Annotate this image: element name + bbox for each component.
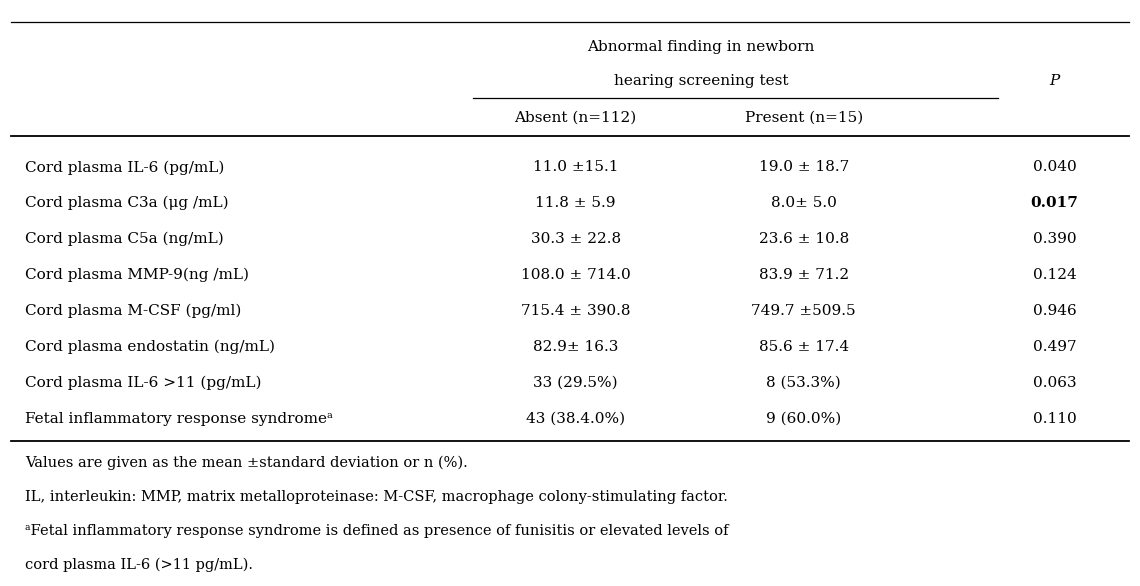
Text: 0.390: 0.390: [1033, 232, 1076, 246]
Text: 8 (53.3%): 8 (53.3%): [766, 376, 841, 390]
Text: 30.3 ± 22.8: 30.3 ± 22.8: [530, 232, 621, 246]
Text: Cord plasma endostatin (ng/mL): Cord plasma endostatin (ng/mL): [25, 340, 275, 354]
Text: 19.0 ± 18.7: 19.0 ± 18.7: [758, 161, 849, 175]
Text: 0.110: 0.110: [1033, 411, 1076, 425]
Text: Cord plasma C3a (μg /mL): Cord plasma C3a (μg /mL): [25, 196, 229, 210]
Text: Cord plasma M-CSF (pg/ml): Cord plasma M-CSF (pg/ml): [25, 304, 242, 318]
Text: Absent (n=112): Absent (n=112): [514, 110, 637, 124]
Text: Cord plasma MMP-9(ng /mL): Cord plasma MMP-9(ng /mL): [25, 268, 249, 282]
Text: ᵃFetal inflammatory response syndrome is defined as presence of funisitis or ele: ᵃFetal inflammatory response syndrome is…: [25, 524, 728, 538]
Text: 0.040: 0.040: [1033, 161, 1076, 175]
Text: 715.4 ± 390.8: 715.4 ± 390.8: [521, 304, 630, 318]
Text: 9 (60.0%): 9 (60.0%): [766, 411, 841, 425]
Text: Cord plasma IL-6 (pg/mL): Cord plasma IL-6 (pg/mL): [25, 160, 225, 175]
Text: 83.9 ± 71.2: 83.9 ± 71.2: [758, 268, 849, 282]
Text: hearing screening test: hearing screening test: [613, 74, 789, 88]
Text: cord plasma IL-6 (>11 pg/mL).: cord plasma IL-6 (>11 pg/mL).: [25, 558, 253, 572]
Text: 0.497: 0.497: [1033, 340, 1076, 354]
Text: Values are given as the mean ±standard deviation or n (%).: Values are given as the mean ±standard d…: [25, 456, 467, 470]
Text: 8.0± 5.0: 8.0± 5.0: [771, 196, 837, 210]
Text: 749.7 ±509.5: 749.7 ±509.5: [751, 304, 856, 318]
Text: Cord plasma C5a (ng/mL): Cord plasma C5a (ng/mL): [25, 232, 223, 246]
Text: Present (n=15): Present (n=15): [744, 110, 863, 124]
Text: 82.9± 16.3: 82.9± 16.3: [534, 340, 618, 354]
Text: P: P: [1050, 74, 1059, 88]
Text: IL, interleukin: MMP, matrix metalloproteinase: M-CSF, macrophage colony-stimula: IL, interleukin: MMP, matrix metalloprot…: [25, 490, 728, 504]
Text: Abnormal finding in newborn: Abnormal finding in newborn: [587, 40, 815, 54]
Text: 11.8 ± 5.9: 11.8 ± 5.9: [536, 196, 616, 210]
Text: 43 (38.4.0%): 43 (38.4.0%): [527, 411, 625, 425]
Text: 0.124: 0.124: [1033, 268, 1076, 282]
Text: 0.017: 0.017: [1031, 196, 1078, 210]
Text: Fetal inflammatory response syndromeᵃ: Fetal inflammatory response syndromeᵃ: [25, 411, 333, 425]
Text: 33 (29.5%): 33 (29.5%): [534, 376, 618, 390]
Text: 11.0 ±15.1: 11.0 ±15.1: [534, 161, 619, 175]
Text: 85.6 ± 17.4: 85.6 ± 17.4: [758, 340, 849, 354]
Text: 0.063: 0.063: [1033, 376, 1076, 390]
Text: Cord plasma IL-6 >11 (pg/mL): Cord plasma IL-6 >11 (pg/mL): [25, 376, 261, 390]
Text: 23.6 ± 10.8: 23.6 ± 10.8: [758, 232, 849, 246]
Text: 0.946: 0.946: [1033, 304, 1076, 318]
Text: 108.0 ± 714.0: 108.0 ± 714.0: [521, 268, 630, 282]
